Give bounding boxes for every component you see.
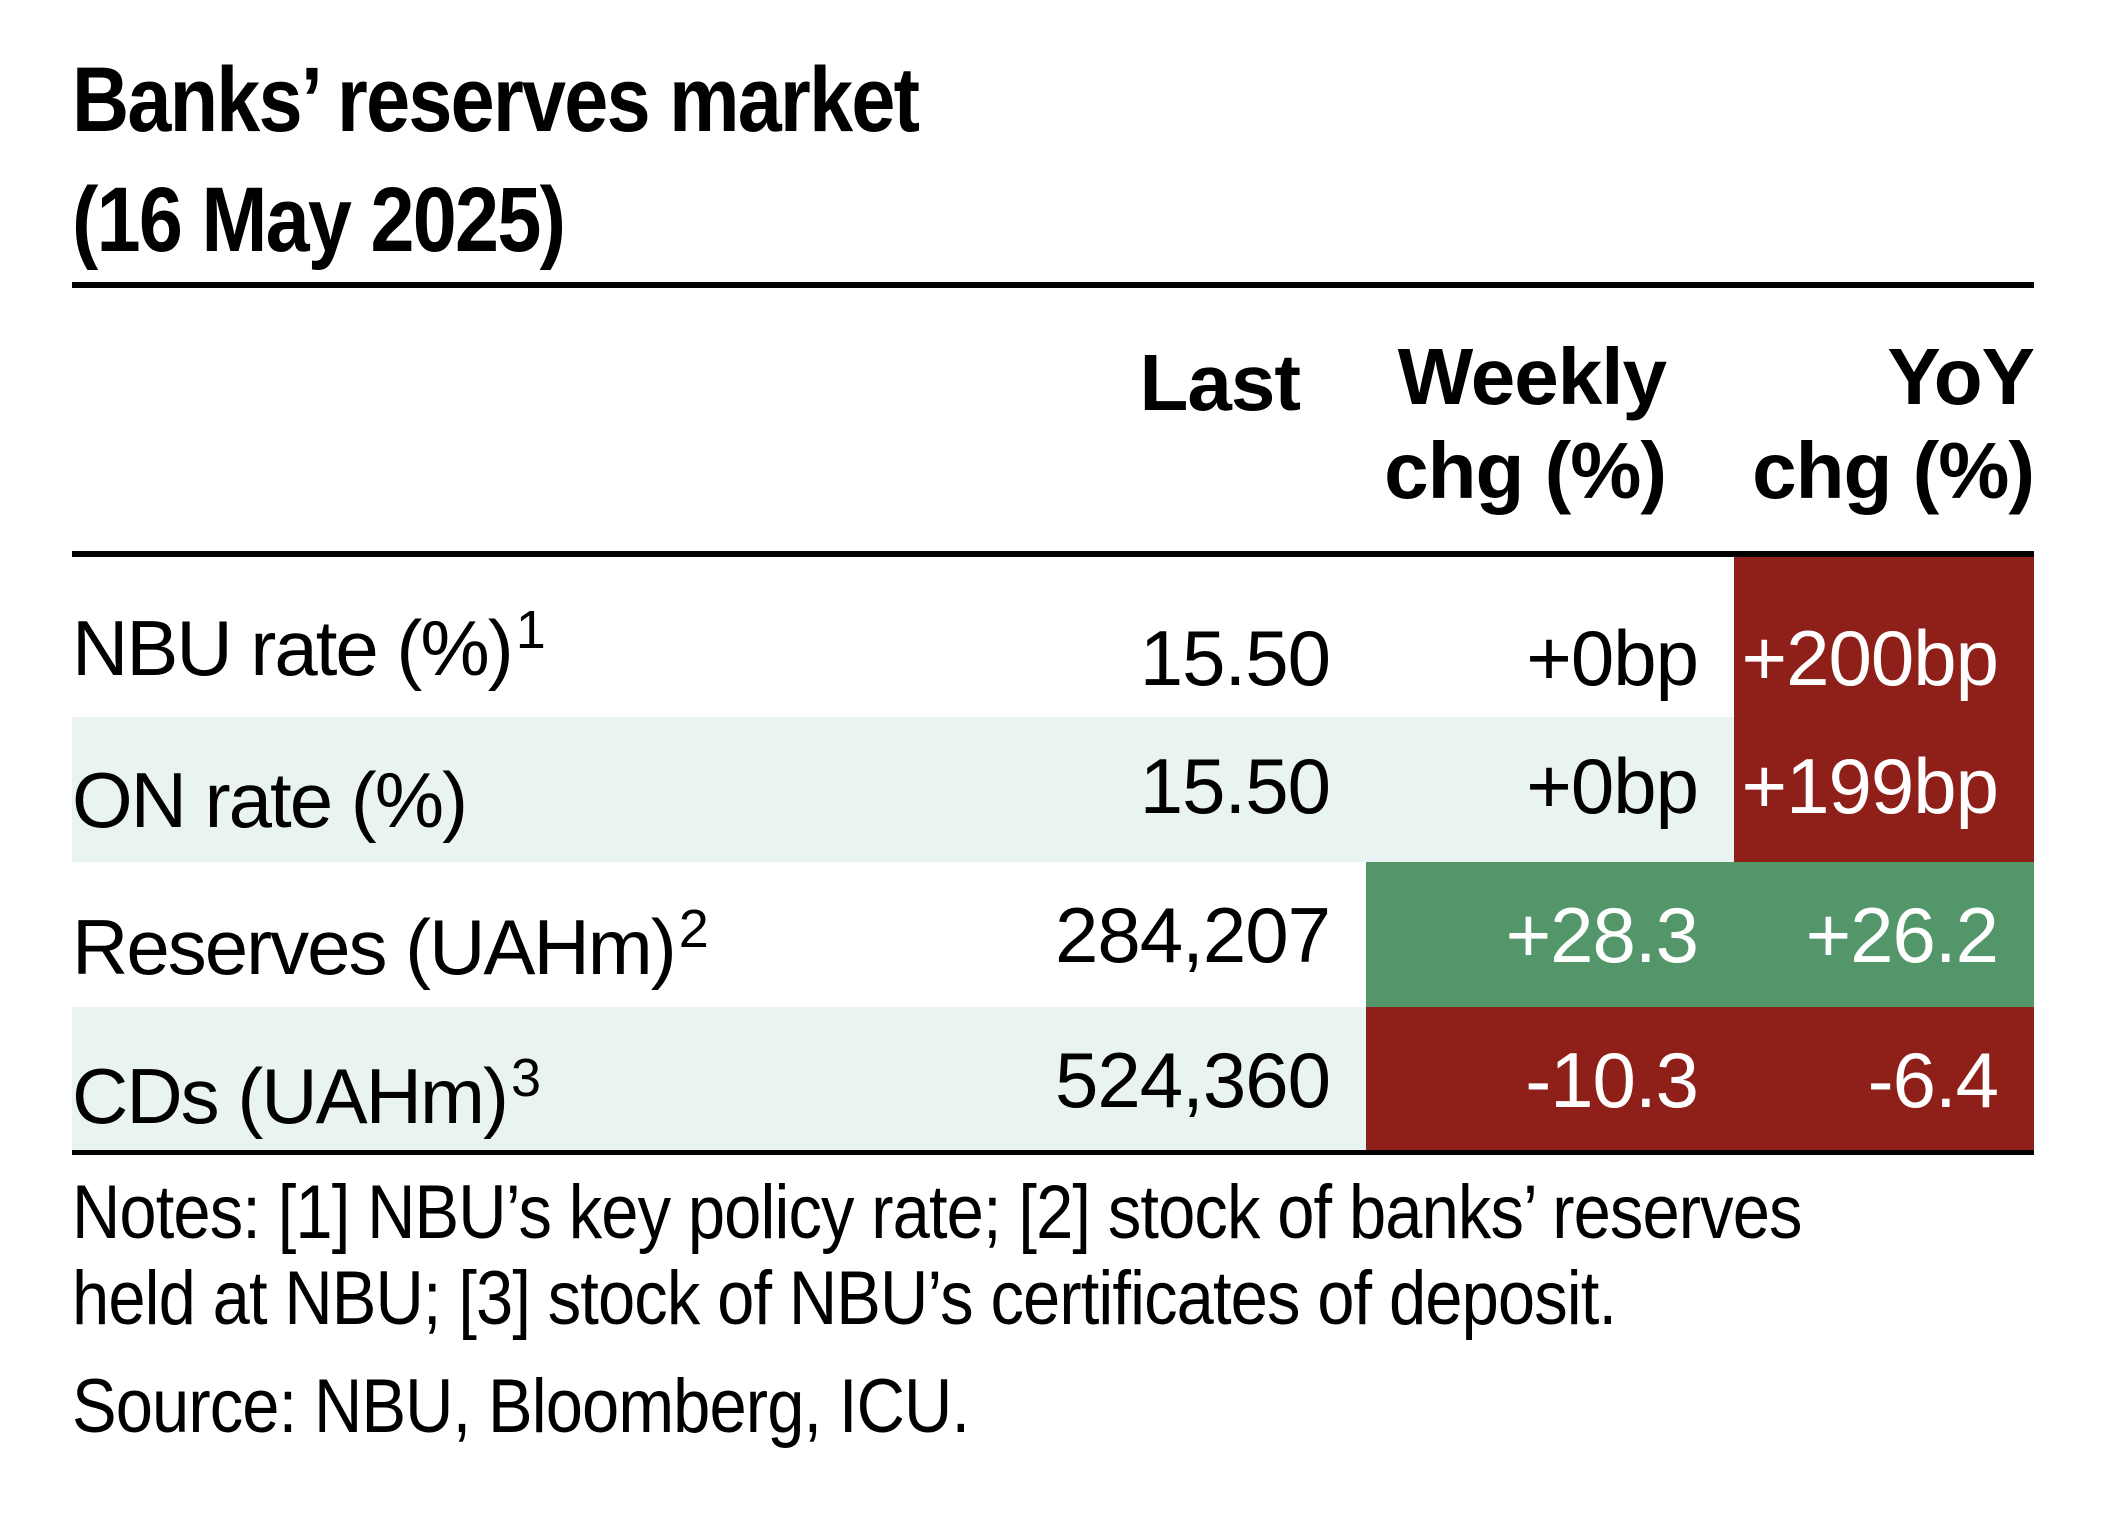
column-header-yoy: YoY chg (%) (1666, 330, 2035, 518)
title-line-2: (16 May 2025) (72, 169, 566, 271)
value-weekly: -10.3 (1525, 1036, 1699, 1124)
table-row-cds: CDs (UAHm)3 524,360 -10.3 -6.4 (72, 1007, 2034, 1150)
row-label: NBU rate (%)1 (72, 600, 546, 693)
table-notes: Notes: [1] NBU’s key policy rate; [2] st… (72, 1170, 2008, 1342)
row-label: Reserves (UAHm)2 (72, 899, 709, 992)
value-yoy: +200bp (1741, 614, 1999, 702)
cell-last: 524,360 (1000, 1007, 1366, 1150)
cell-yoy: +199bp (1734, 717, 2034, 862)
table-row-nbu-rate: NBU rate (%)1 15.50 +0bp +200bp (72, 557, 2034, 717)
column-header-last: Last (1000, 336, 1302, 430)
cell-yoy: +26.2 (1734, 862, 2034, 1007)
header-weekly-line2: chg (%) (1384, 426, 1667, 515)
table-row-reserves: Reserves (UAHm)2 284,207 +28.3 +26.2 (72, 862, 2034, 1007)
cell-weekly: +0bp (1366, 717, 1734, 862)
footnote-marker: 2 (678, 899, 709, 959)
bottom-rule (72, 1150, 2034, 1155)
source-note: Source: NBU, Bloomberg, ICU. (72, 1364, 970, 1449)
footnote-marker: 3 (510, 1048, 541, 1108)
header-rule (72, 551, 2034, 557)
value-yoy: +26.2 (1805, 891, 1999, 979)
cell-last: 15.50 (1000, 717, 1366, 862)
notes-line-2: held at NBU; [3] stock of NBU’s certific… (72, 1256, 1617, 1341)
value-yoy: -6.4 (1867, 1036, 1999, 1124)
top-rule (72, 282, 2034, 288)
table-title: Banks’ reserves market (16 May 2025) (72, 40, 1758, 280)
value-last: 15.50 (1139, 614, 1331, 702)
title-line-1: Banks’ reserves market (72, 49, 920, 151)
value-weekly: +0bp (1526, 742, 1699, 830)
header-last-label: Last (1139, 338, 1302, 427)
row-label: CDs (UAHm)3 (72, 1048, 541, 1141)
value-last: 284,207 (1055, 891, 1331, 979)
notes-line-1: Notes: [1] NBU’s key policy rate; [2] st… (72, 1170, 1803, 1255)
footnote-marker: 1 (515, 600, 546, 660)
cell-last: 284,207 (1000, 862, 1366, 1007)
row-label-text: CDs (UAHm) (72, 1052, 509, 1140)
header-weekly-line1: Weekly (1397, 332, 1667, 421)
header-yoy-line1: YoY (1887, 332, 2035, 421)
cell-last: 15.50 (1000, 557, 1366, 717)
row-label-text: ON rate (%) (72, 756, 468, 844)
row-label: ON rate (%) (72, 755, 468, 845)
value-weekly: +0bp (1526, 614, 1699, 702)
value-yoy: +199bp (1741, 742, 1999, 830)
cell-weekly: -10.3 (1366, 1007, 1734, 1150)
cell-weekly: +28.3 (1366, 862, 1734, 1007)
cell-yoy: -6.4 (1734, 1007, 2034, 1150)
value-last: 15.50 (1139, 742, 1331, 830)
cell-yoy: +200bp (1734, 557, 2034, 717)
column-header-weekly: Weekly chg (%) (1300, 330, 1667, 518)
row-label-text: NBU rate (%) (72, 604, 514, 692)
header-yoy-line2: chg (%) (1752, 426, 2035, 515)
value-last: 524,360 (1055, 1036, 1331, 1124)
cell-weekly: +0bp (1366, 557, 1734, 717)
table-row-on-rate: ON rate (%) 15.50 +0bp +199bp (72, 717, 2034, 862)
row-label-text: Reserves (UAHm) (72, 903, 677, 991)
value-weekly: +28.3 (1505, 891, 1699, 979)
